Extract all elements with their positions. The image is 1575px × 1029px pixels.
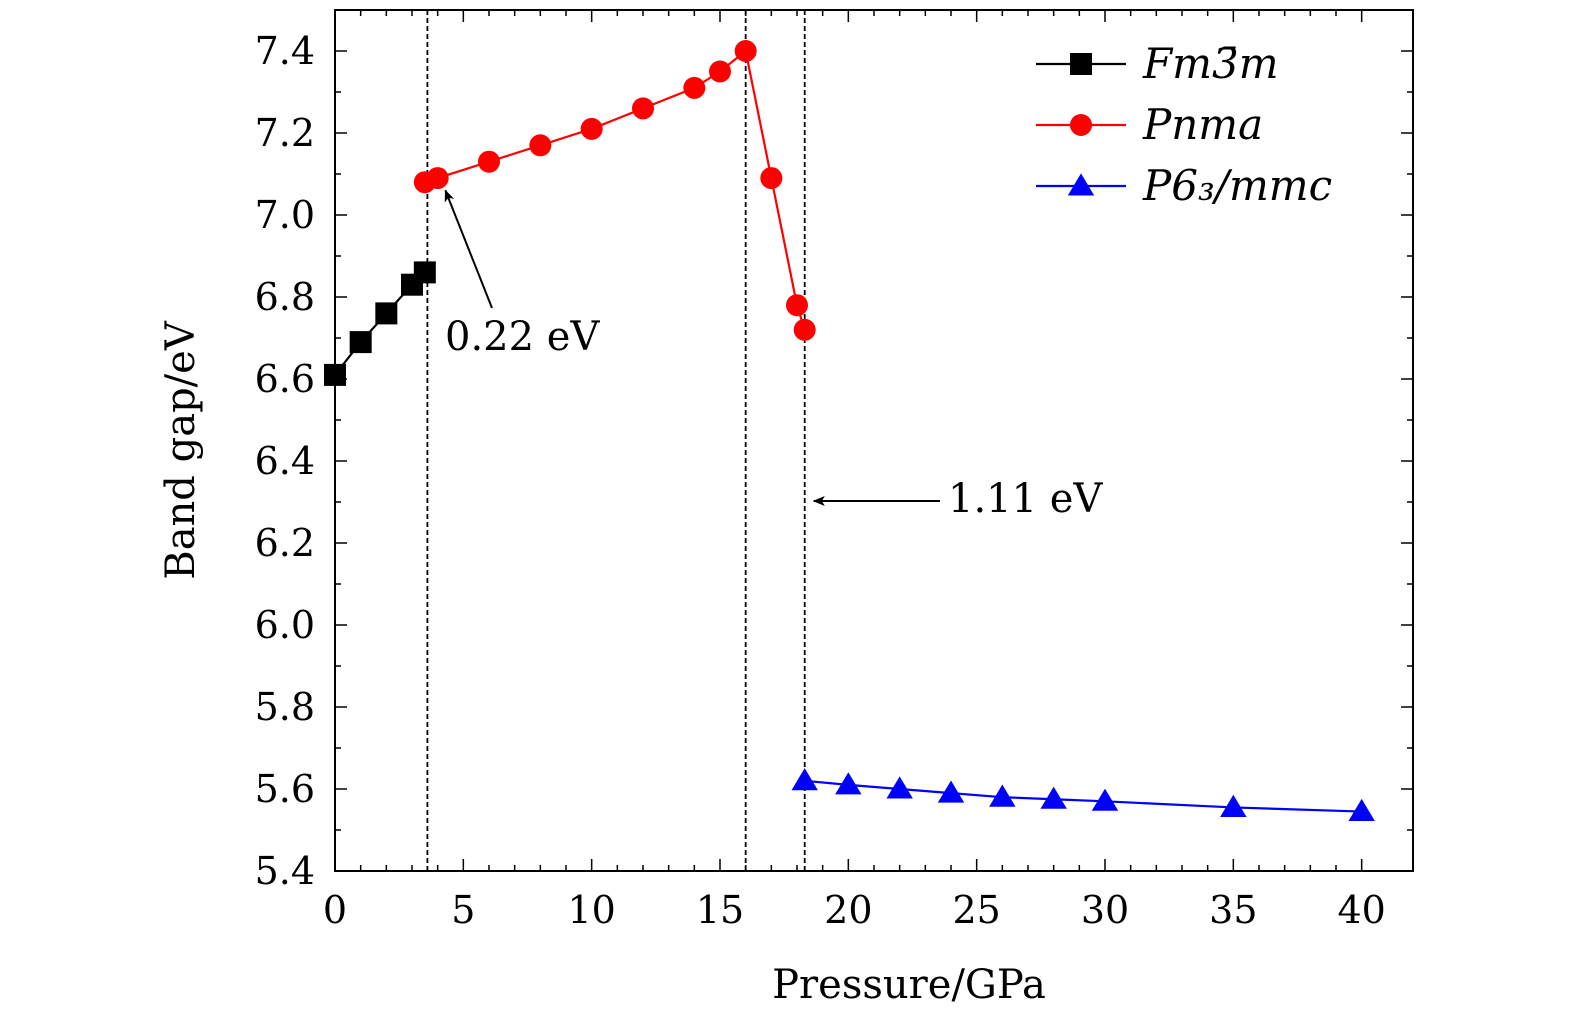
annotation-label: 0.22 eV — [445, 314, 600, 360]
legend-item: Pnma — [1036, 100, 1263, 149]
y-tick-label: 6.0 — [255, 603, 315, 647]
data-point — [793, 318, 816, 341]
legend-marker — [1070, 53, 1092, 75]
y-tick-label: 6.4 — [255, 439, 315, 483]
data-point — [886, 776, 913, 799]
data-point — [375, 302, 398, 325]
legend-item: Fm3̄m — [1036, 39, 1279, 88]
legend-label: P6₃/mmc — [1142, 161, 1332, 210]
y-tick-label: 5.8 — [255, 685, 315, 729]
data-point — [478, 150, 500, 173]
x-tick-label: 40 — [1337, 888, 1385, 932]
x-tick-label: 0 — [323, 888, 347, 932]
series-2 — [791, 768, 1375, 822]
annotation-arrow — [444, 189, 493, 309]
data-point — [989, 784, 1016, 807]
x-tick-label: 15 — [696, 888, 744, 932]
x-tick-label: 20 — [824, 888, 872, 932]
y-axis-title: Band gap/eV — [158, 320, 204, 580]
x-tick-label: 5 — [451, 888, 475, 932]
data-point — [937, 780, 965, 803]
data-point — [734, 40, 757, 62]
data-point — [1348, 798, 1375, 822]
y-tick-label: 6.8 — [255, 275, 315, 319]
x-tick-label: 30 — [1081, 888, 1129, 932]
data-point — [632, 97, 654, 120]
data-point — [529, 134, 552, 157]
annotation-label: 1.11 eV — [948, 476, 1103, 522]
data-point — [791, 768, 818, 791]
data-point — [709, 60, 731, 83]
data-point — [324, 363, 346, 386]
x-tick-label: 25 — [952, 888, 1000, 932]
legend-label: Pnma — [1142, 100, 1263, 149]
data-point — [580, 117, 603, 140]
data-point — [1040, 786, 1067, 809]
legend-marker — [1070, 114, 1092, 136]
y-tick-label: 5.6 — [255, 767, 315, 811]
series-line — [424, 49, 806, 331]
series-0 — [324, 261, 436, 386]
y-tick-label: 7.2 — [255, 111, 315, 155]
y-tick-label: 7.4 — [255, 29, 315, 73]
y-tick-label: 5.4 — [255, 849, 315, 893]
legend-label: Fm3̄m — [1142, 39, 1279, 88]
legend-item: P6₃/mmc — [1036, 161, 1332, 210]
data-point — [683, 76, 706, 99]
y-tick-label: 6.2 — [255, 521, 315, 565]
data-point — [786, 294, 808, 317]
data-point — [349, 331, 372, 354]
series-1 — [413, 40, 816, 341]
data-point — [413, 261, 436, 284]
x-tick-label: 35 — [1209, 888, 1257, 932]
x-axis-title: Pressure/GPa — [772, 962, 1046, 1008]
x-tick-label: 10 — [567, 888, 615, 932]
data-point — [1091, 788, 1119, 811]
data-point — [1220, 794, 1247, 817]
legend-marker — [1067, 173, 1095, 196]
y-tick-label: 7.0 — [255, 193, 315, 237]
data-point — [426, 167, 449, 190]
legend: Fm3̄m Pnma P6₃/mmc — [1036, 39, 1332, 210]
data-point — [760, 167, 783, 190]
y-tick-label: 6.6 — [255, 357, 315, 401]
data-point — [835, 772, 862, 795]
